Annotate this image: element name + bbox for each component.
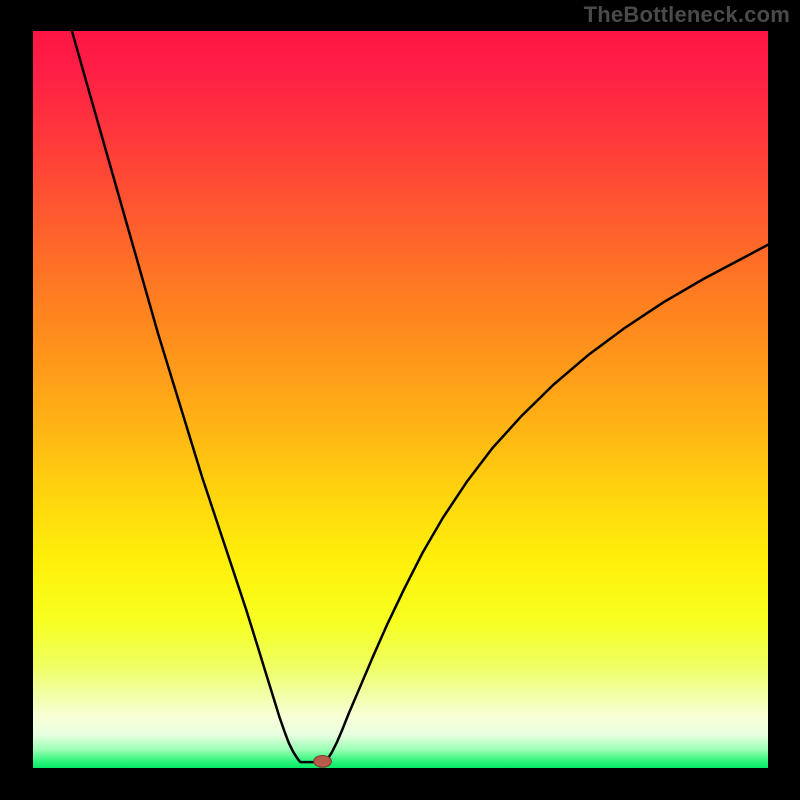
chart-svg: [33, 31, 768, 768]
gradient-background: [33, 31, 768, 768]
watermark-text: TheBottleneck.com: [584, 2, 790, 28]
bottleneck-chart: [33, 31, 768, 768]
optimum-marker: [314, 755, 332, 767]
